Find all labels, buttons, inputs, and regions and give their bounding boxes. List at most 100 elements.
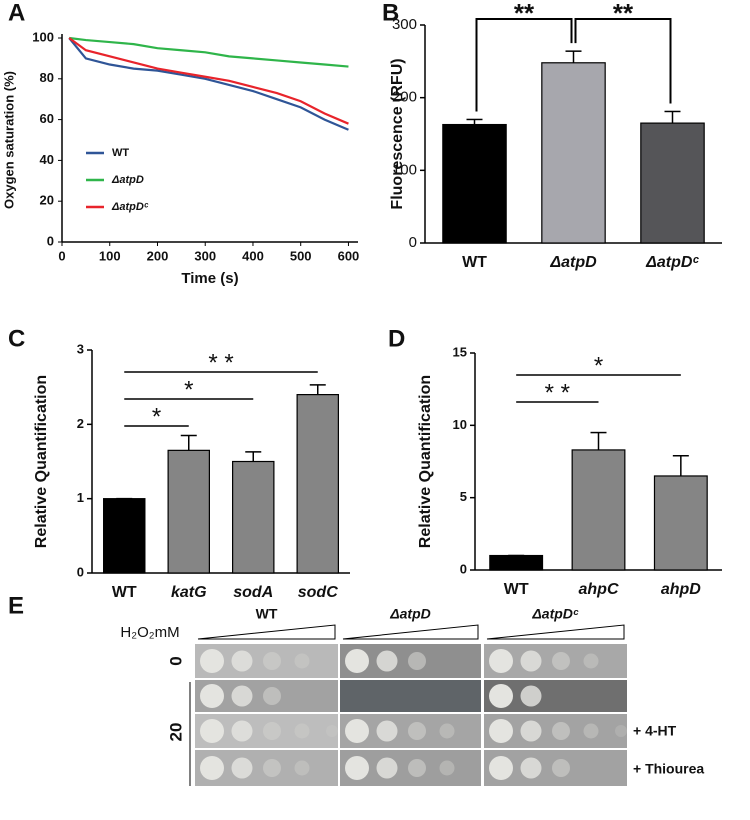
legend-label: ΔatpDᶜ (111, 201, 149, 213)
x-tick-label: 400 (242, 248, 264, 263)
bar (296, 394, 339, 574)
colony-spot (408, 759, 426, 777)
plate-image (340, 680, 481, 712)
colony-spot (520, 685, 542, 707)
x-tick-label: katG (171, 584, 207, 601)
reagent-label: H₂O₂mM (120, 624, 179, 641)
x-tick-label: ahpC (579, 581, 619, 598)
x-tick-label: 500 (290, 248, 312, 263)
colony-spot (489, 719, 513, 743)
y-tick-label: 0 (460, 561, 467, 576)
x-tick-label: 0 (58, 248, 65, 263)
x-tick-label: 100 (99, 248, 121, 263)
colony-spot (376, 720, 398, 742)
y-axis-label: Relative Quantification (33, 375, 50, 548)
series-line (68, 37, 349, 131)
legend-label: ΔatpD (111, 174, 144, 186)
x-tick-label: ahpD (661, 581, 701, 598)
colony-spot (489, 756, 513, 780)
colony-spot (520, 650, 542, 672)
colony-spot (489, 684, 513, 708)
colony-spot (520, 720, 542, 742)
y-tick-label: 0 (409, 234, 417, 251)
colony-spot (200, 719, 224, 743)
colony-spot (615, 725, 627, 737)
colony-spot (231, 685, 253, 707)
bar (103, 498, 146, 574)
significance-label: ** (514, 0, 535, 28)
y-tick-label: 300 (392, 16, 417, 33)
bar (653, 475, 708, 571)
significance-label: * * (208, 349, 233, 376)
y-tick-label: 40 (40, 152, 54, 167)
y-tick-label: 10 (453, 417, 467, 432)
colony-spot (376, 757, 398, 779)
x-tick-label: sodA (233, 584, 273, 601)
colony-spot (200, 756, 224, 780)
y-tick-label: 0 (47, 233, 54, 248)
x-tick-label: 200 (147, 248, 169, 263)
concentration-wedge (197, 624, 336, 640)
colony-spot (231, 650, 253, 672)
significance-label: * (152, 403, 161, 430)
x-tick-label: WT (462, 254, 487, 271)
colony-spot (294, 760, 310, 776)
colony-spot (294, 723, 310, 739)
panel-label: E (8, 592, 24, 619)
colony-spot (326, 725, 338, 737)
y-tick-label: 20 (40, 193, 54, 208)
bar (232, 460, 275, 574)
y-tick-label: 100 (32, 29, 54, 44)
y-tick-label: 1 (77, 490, 84, 505)
y-tick-label: 200 (392, 89, 417, 106)
colony-spot (408, 722, 426, 740)
significance-label: * (184, 376, 193, 403)
y-tick-label: 0 (77, 564, 84, 579)
colony-spot (263, 652, 281, 670)
y-tick-label: 5 (460, 489, 467, 504)
significance-label: * (594, 352, 603, 379)
colony-spot (439, 723, 455, 739)
colony-spot (263, 687, 281, 705)
y-tick-label: 80 (40, 70, 54, 85)
colony-spot (520, 757, 542, 779)
colony-spot (263, 722, 281, 740)
legend-label: WT (112, 147, 129, 159)
significance-bracket (475, 18, 573, 112)
bar (571, 449, 626, 571)
colony-spot (552, 759, 570, 777)
y-axis-label: Relative Quantification (417, 375, 434, 548)
x-tick-label: WT (112, 584, 137, 601)
colony-spot (583, 653, 599, 669)
treatment-label: + 4-HT (633, 723, 677, 739)
colony-spot (200, 649, 224, 673)
series-line (69, 36, 349, 68)
y-tick-label: 60 (40, 111, 54, 126)
colony-spot (294, 653, 310, 669)
significance-label: * * (545, 379, 570, 406)
treatment-label: + Thiourea (633, 761, 704, 777)
y-tick-label: 15 (453, 344, 467, 359)
x-tick-label: ΔatpDᶜ (645, 254, 699, 271)
x-tick-label: WT (504, 581, 529, 598)
panel-label: D (388, 325, 405, 352)
concentration-label: 0 (166, 656, 185, 665)
colony-spot (345, 756, 369, 780)
colony-spot (345, 649, 369, 673)
series-line (68, 37, 349, 125)
y-tick-label: 2 (77, 416, 84, 431)
significance-bracket (574, 18, 672, 104)
bar (489, 554, 544, 571)
y-tick-label: 100 (392, 161, 417, 178)
concentration-wedge (486, 624, 625, 640)
colony-spot (408, 652, 426, 670)
bar (167, 449, 210, 574)
colony-spot (231, 720, 253, 742)
strain-label: ΔatpD (389, 606, 431, 622)
bar (442, 123, 507, 244)
strain-label: ΔatpDᶜ (531, 606, 579, 622)
bar (541, 62, 606, 244)
x-tick-label: 300 (194, 248, 216, 263)
